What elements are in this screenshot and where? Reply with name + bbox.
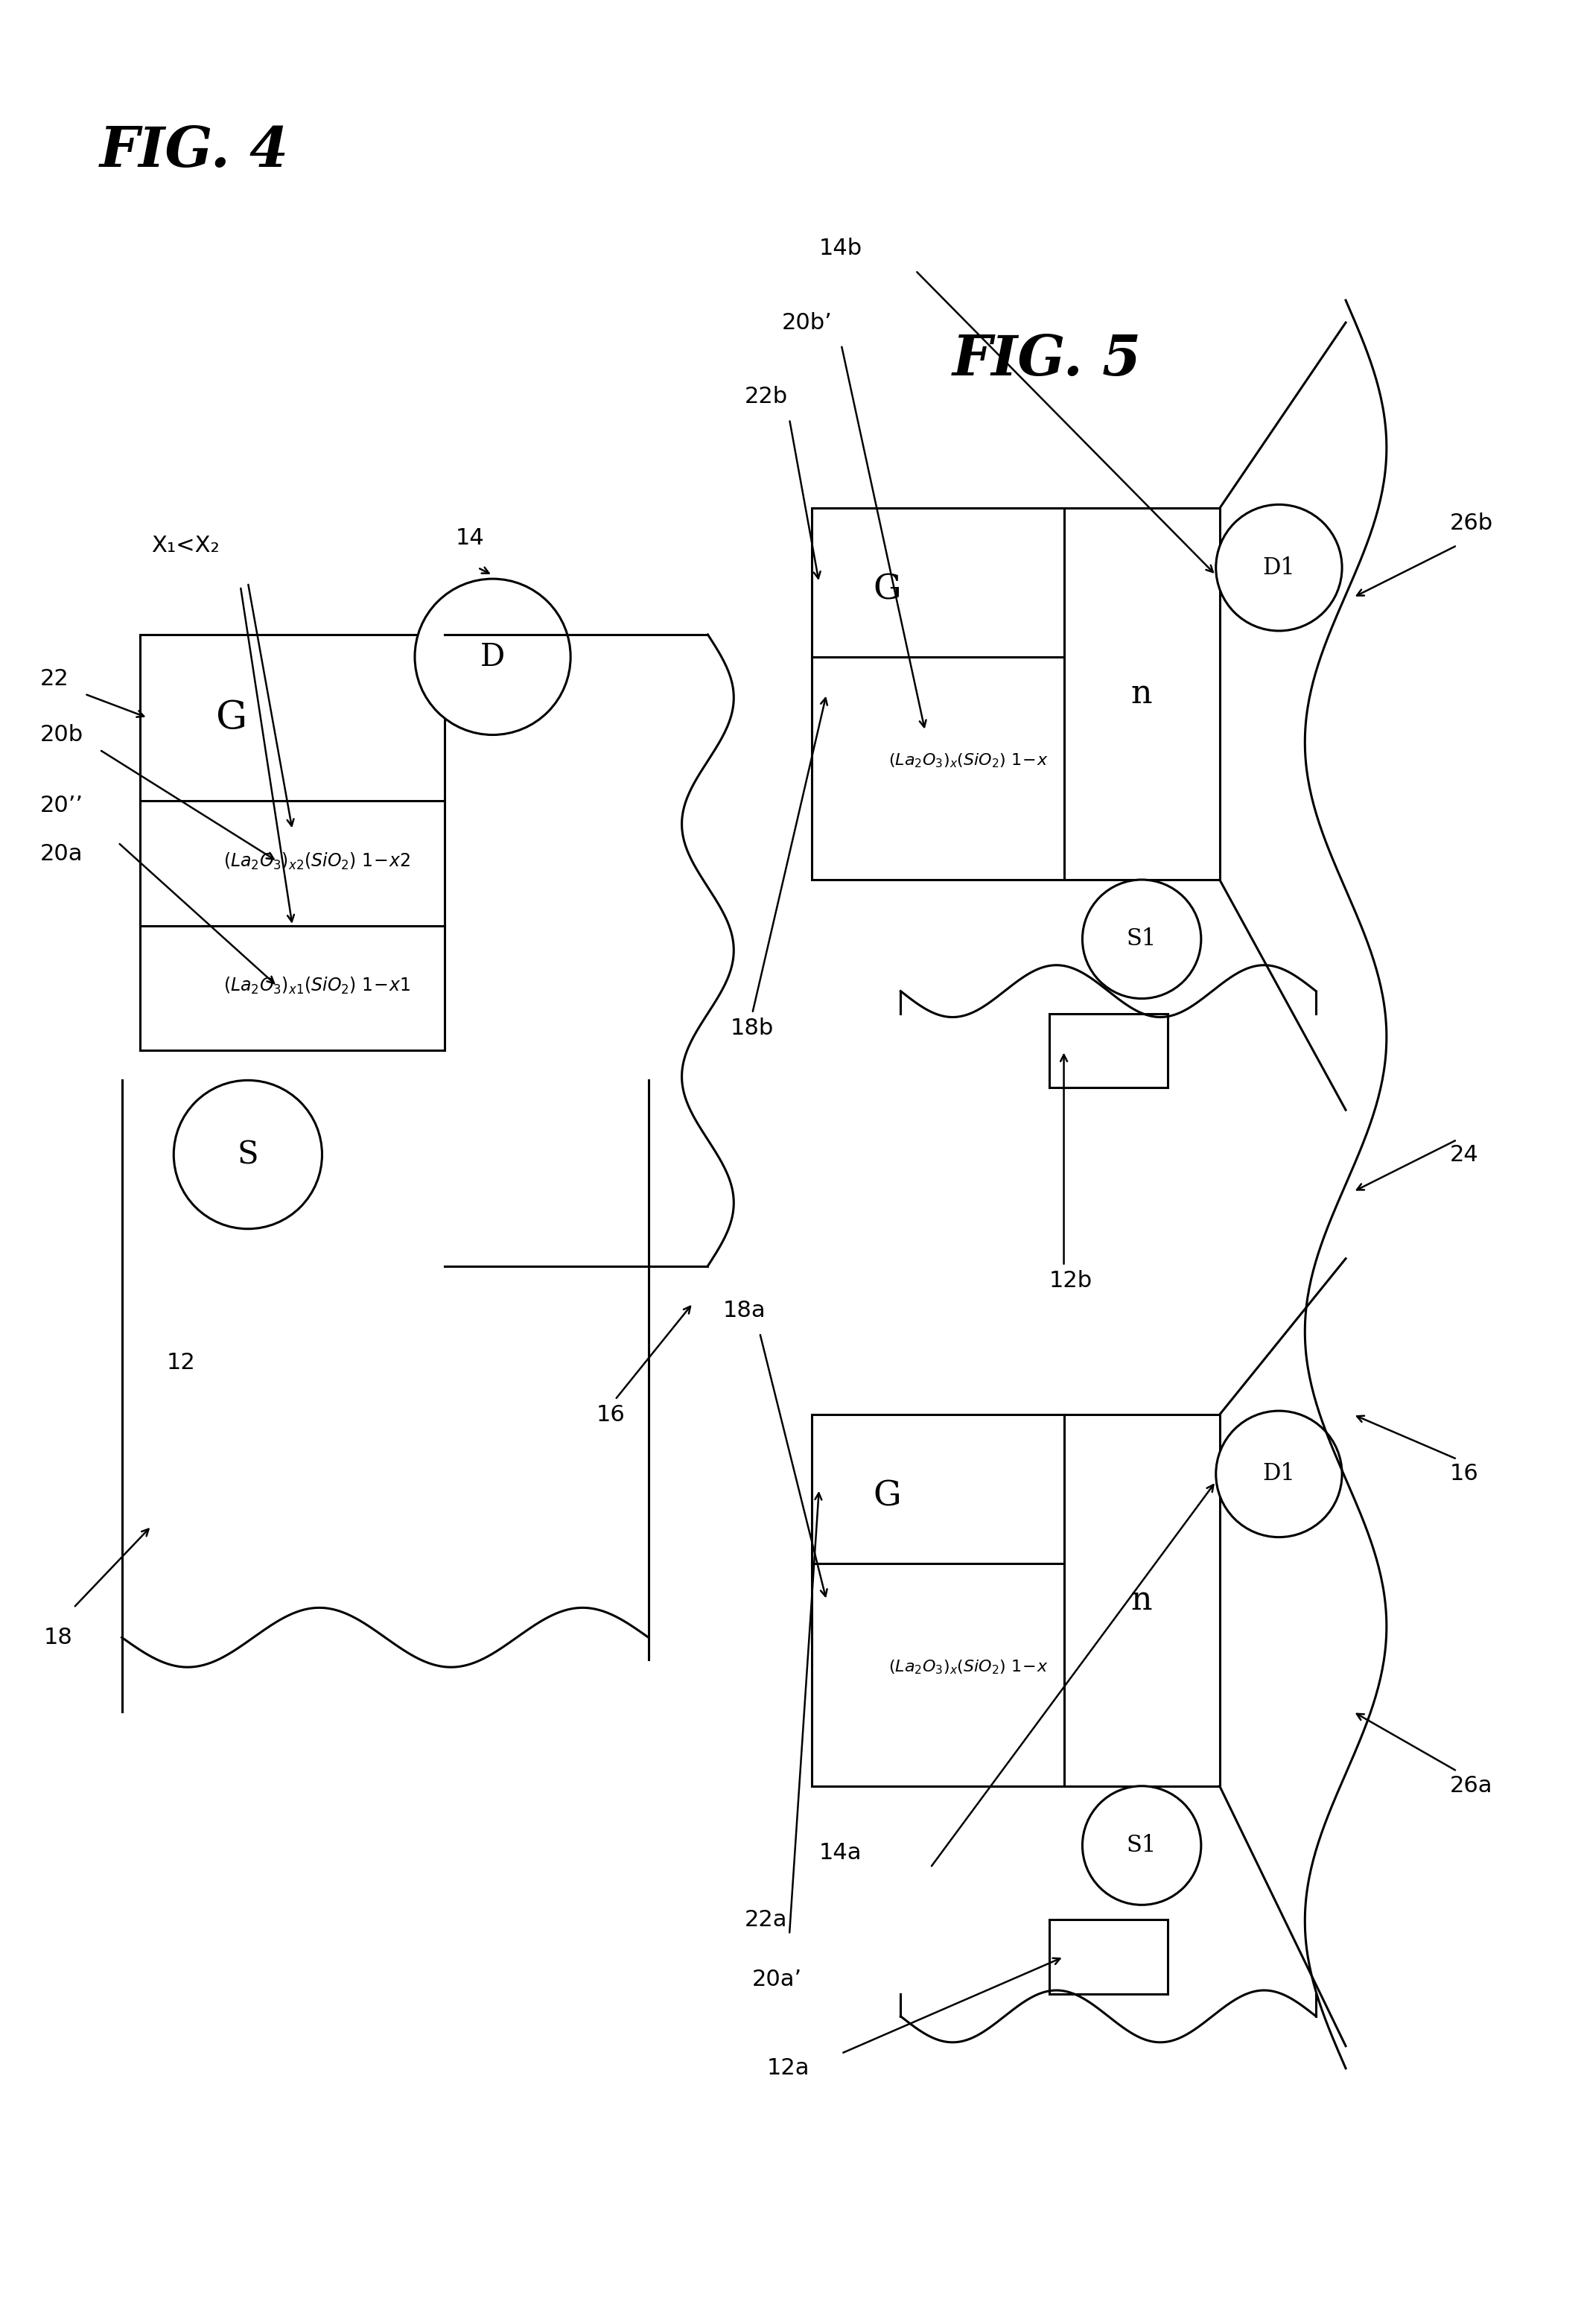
Bar: [1064, 1415, 1219, 1787]
Text: n: n: [1130, 679, 1153, 711]
Text: $(La_2O_3)_{x2}(SiO_2)\ 1\!-\!x2$: $(La_2O_3)_{x2}(SiO_2)\ 1\!-\!x2$: [223, 851, 409, 872]
Text: 24: 24: [1450, 1143, 1478, 1164]
Text: 26a: 26a: [1450, 1776, 1492, 1796]
Text: 22a: 22a: [745, 1908, 787, 1931]
Text: S: S: [237, 1139, 259, 1171]
Text: D: D: [481, 641, 504, 672]
Text: G: G: [873, 1480, 901, 1513]
Bar: [141, 634, 444, 1050]
Text: S1: S1: [1127, 927, 1157, 951]
Text: G: G: [217, 700, 247, 737]
Text: $(La_2O_3)_{x1}(SiO_2)\ 1\!-\!x1$: $(La_2O_3)_{x1}(SiO_2)\ 1\!-\!x1$: [223, 976, 409, 997]
Text: D1: D1: [1263, 555, 1295, 579]
Circle shape: [174, 1081, 323, 1229]
Text: 20a’: 20a’: [753, 1968, 802, 1989]
Text: 12b: 12b: [1050, 1269, 1092, 1292]
Bar: [1050, 1920, 1168, 1994]
Circle shape: [414, 579, 571, 734]
Text: 12a: 12a: [767, 2057, 809, 2080]
Bar: [1050, 1013, 1168, 1088]
Bar: [811, 509, 1064, 881]
Bar: [1064, 509, 1219, 881]
Text: FIG. 4: FIG. 4: [100, 125, 289, 179]
Circle shape: [1216, 1411, 1342, 1536]
Text: 14b: 14b: [819, 237, 862, 258]
Text: 16: 16: [596, 1404, 626, 1425]
Text: 26b: 26b: [1450, 511, 1492, 535]
Text: 16: 16: [1450, 1464, 1478, 1485]
Text: S1: S1: [1127, 1834, 1157, 1857]
Text: D1: D1: [1263, 1462, 1295, 1485]
Text: 14: 14: [455, 528, 484, 548]
Text: G: G: [873, 574, 901, 607]
Text: 18a: 18a: [723, 1299, 765, 1322]
Text: $(La_2O_3)_x(SiO_2)\ 1\!-\!x$: $(La_2O_3)_x(SiO_2)\ 1\!-\!x$: [889, 753, 1048, 769]
Text: 22: 22: [40, 669, 70, 690]
Text: 18: 18: [44, 1627, 73, 1648]
Text: X₁<X₂: X₁<X₂: [152, 535, 220, 555]
Text: 18b: 18b: [730, 1018, 773, 1039]
Text: 20b: 20b: [40, 725, 84, 746]
Text: 20’’: 20’’: [40, 795, 84, 816]
Text: 14a: 14a: [819, 1843, 862, 1864]
Circle shape: [1083, 1787, 1202, 1906]
Bar: [811, 1415, 1064, 1787]
Text: n: n: [1130, 1585, 1153, 1618]
Text: 12: 12: [166, 1353, 194, 1373]
Text: 20a: 20a: [40, 844, 84, 865]
Circle shape: [1083, 881, 1202, 999]
Text: FIG. 5: FIG. 5: [953, 332, 1141, 386]
Text: $(La_2O_3)_x(SiO_2)\ 1\!-\!x$: $(La_2O_3)_x(SiO_2)\ 1\!-\!x$: [889, 1659, 1048, 1676]
Text: 22b: 22b: [745, 386, 789, 407]
Circle shape: [1216, 504, 1342, 630]
Text: 20b’: 20b’: [783, 311, 833, 332]
